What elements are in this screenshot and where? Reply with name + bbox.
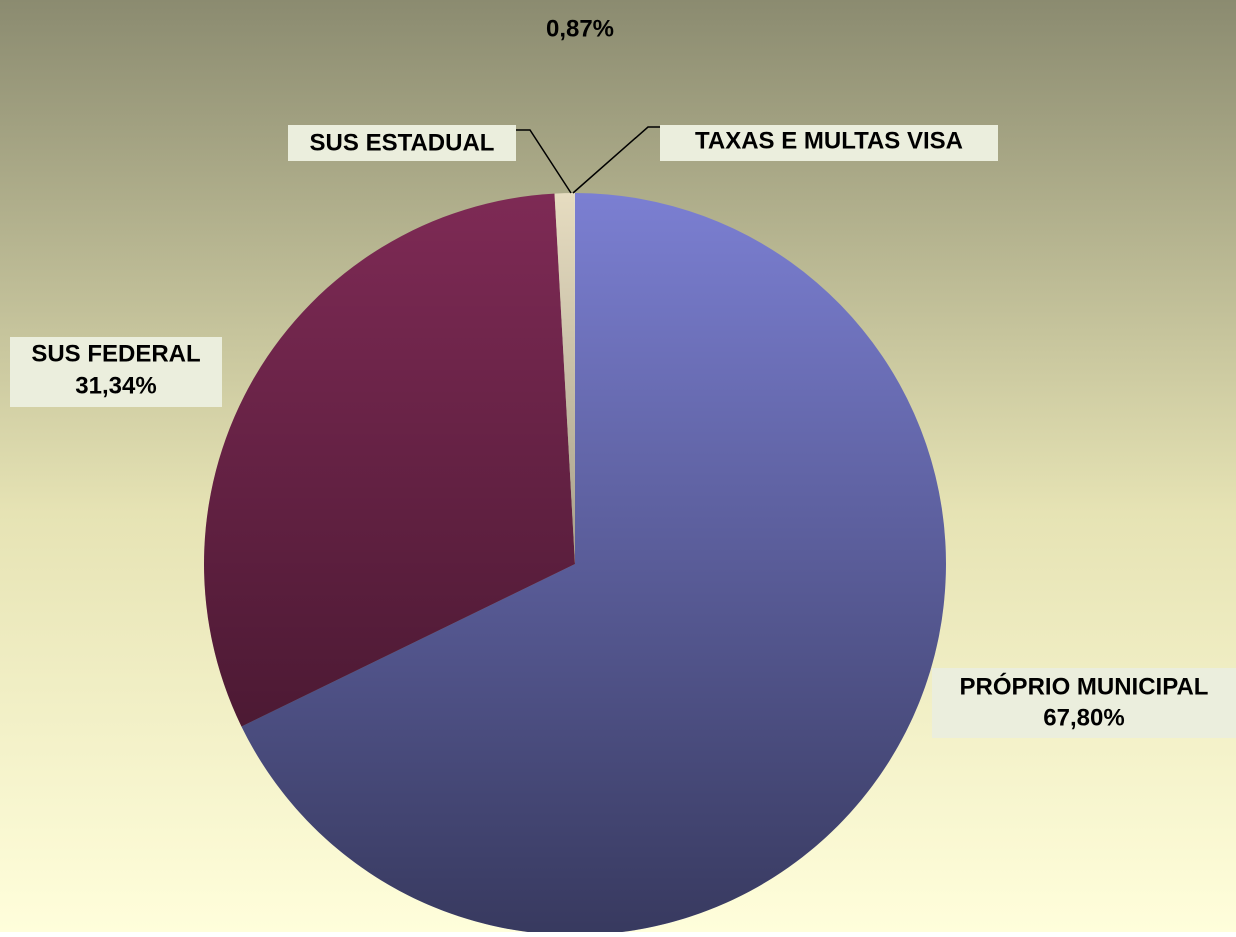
slice-label: TAXAS E MULTAS VISA — [695, 127, 963, 154]
slice-label: SUS FEDERAL — [31, 340, 200, 367]
value-label: 31,34% — [75, 372, 156, 399]
slice-label: SUS ESTADUAL — [310, 129, 495, 156]
pie — [204, 193, 946, 932]
slice-label: PRÓPRIO MUNICIPAL — [960, 672, 1209, 700]
value-label: 0,87% — [546, 15, 614, 42]
value-label: 67,80% — [1043, 704, 1124, 731]
